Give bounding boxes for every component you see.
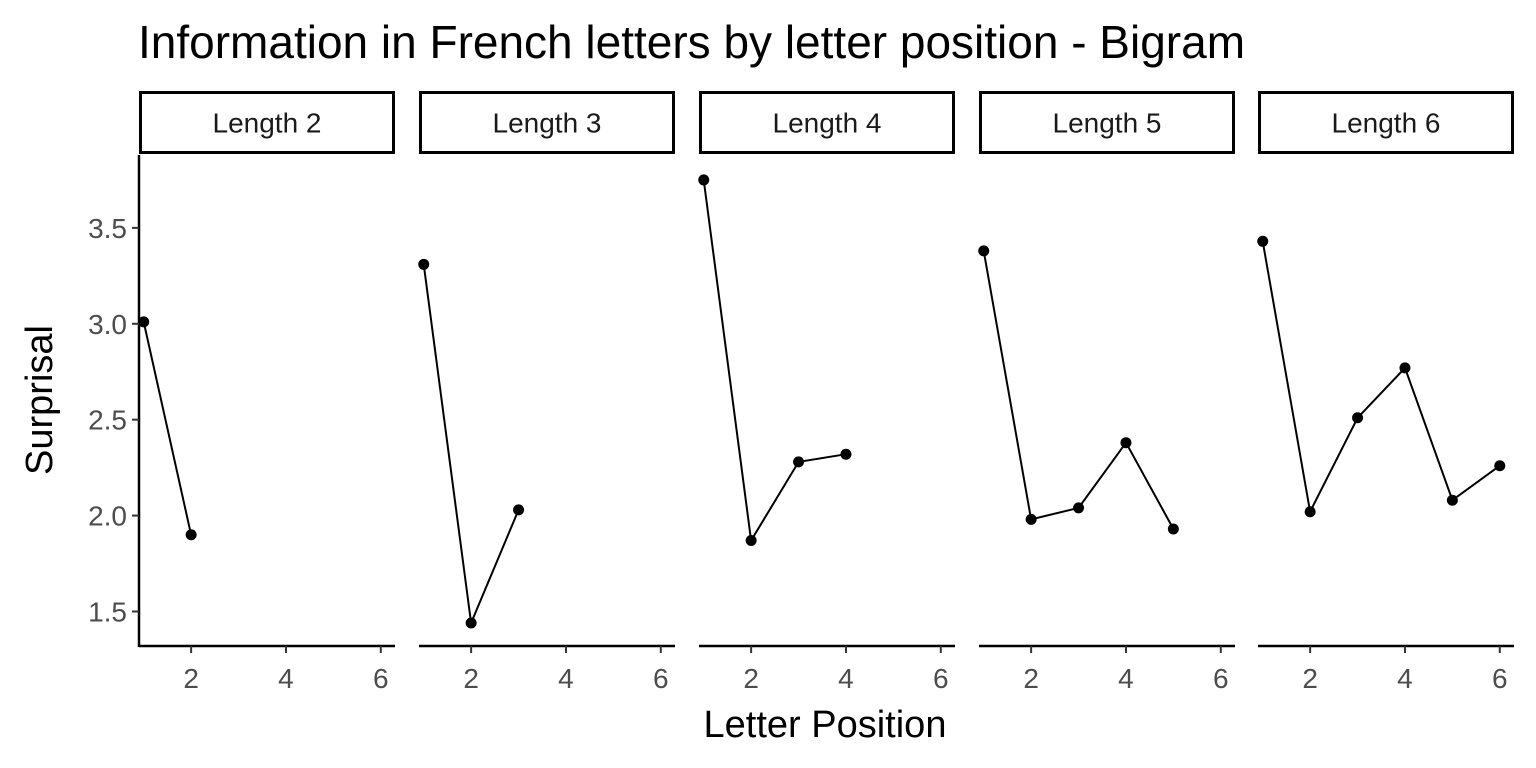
x-tick-label: 4	[278, 663, 294, 694]
data-point	[1494, 460, 1505, 471]
facet-strip-label: Length 2	[213, 108, 322, 139]
data-point	[1026, 514, 1037, 525]
data-point	[793, 456, 804, 467]
facet-strip-label: Length 3	[493, 108, 602, 139]
y-axis: 1.5 2.0 2.5 3.0 3.5	[88, 155, 139, 647]
data-point	[1399, 362, 1410, 373]
y-tick-label: 2.0	[88, 501, 127, 532]
data-point	[1073, 502, 1084, 513]
chart-title: Information in French letters by letter …	[138, 16, 1245, 68]
data-point	[978, 245, 989, 256]
series-line	[144, 322, 191, 535]
x-tick-label: 6	[1213, 663, 1229, 694]
series-line	[984, 251, 1174, 529]
x-tick-label: 4	[838, 663, 854, 694]
y-tick-label: 1.5	[88, 596, 127, 627]
x-tick-label: 4	[558, 663, 574, 694]
facet-strip-label: Length 4	[773, 108, 882, 139]
facet-panel: Length 2 2 4 6	[138, 93, 395, 695]
data-point	[698, 174, 709, 185]
series-line	[1263, 241, 1500, 511]
data-point	[1257, 236, 1268, 247]
data-point	[186, 529, 197, 540]
x-tick-label: 4	[1118, 663, 1134, 694]
x-tick-label: 2	[183, 663, 199, 694]
facet-strip-label: Length 6	[1332, 108, 1441, 139]
x-tick-label: 2	[743, 663, 759, 694]
y-tick-label: 3.5	[88, 213, 127, 244]
data-point	[1168, 524, 1179, 535]
x-tick-label: 6	[933, 663, 949, 694]
x-tick-label: 2	[1023, 663, 1039, 694]
series-line	[704, 180, 846, 541]
y-tick-label: 3.0	[88, 309, 127, 340]
facet-strip-label: Length 5	[1053, 108, 1162, 139]
data-point	[1305, 506, 1316, 517]
x-tick-label: 6	[1492, 663, 1508, 694]
facet-panel: Length 4 2 4 6	[698, 93, 955, 695]
data-point	[513, 504, 524, 515]
x-tick-label: 6	[373, 663, 389, 694]
x-tick-label: 6	[653, 663, 669, 694]
facet-panel: Length 5 2 4 6	[978, 93, 1235, 695]
facet-panel: Length 6 2 4 6	[1257, 93, 1514, 695]
facet-panel: Length 3 2 4 6	[418, 93, 675, 695]
data-point	[1352, 412, 1363, 423]
data-point	[1447, 495, 1458, 506]
y-tick-label: 2.5	[88, 405, 127, 436]
x-tick-label: 4	[1397, 663, 1413, 694]
x-tick-label: 2	[463, 663, 479, 694]
series-line	[424, 264, 519, 623]
y-axis-title: Surprisal	[19, 325, 61, 475]
data-point	[840, 449, 851, 460]
data-point	[418, 259, 429, 270]
data-point	[746, 535, 757, 546]
data-point	[1120, 437, 1131, 448]
data-point	[466, 617, 477, 628]
x-axis-title: Letter Position	[704, 704, 947, 746]
x-tick-label: 2	[1302, 663, 1318, 694]
